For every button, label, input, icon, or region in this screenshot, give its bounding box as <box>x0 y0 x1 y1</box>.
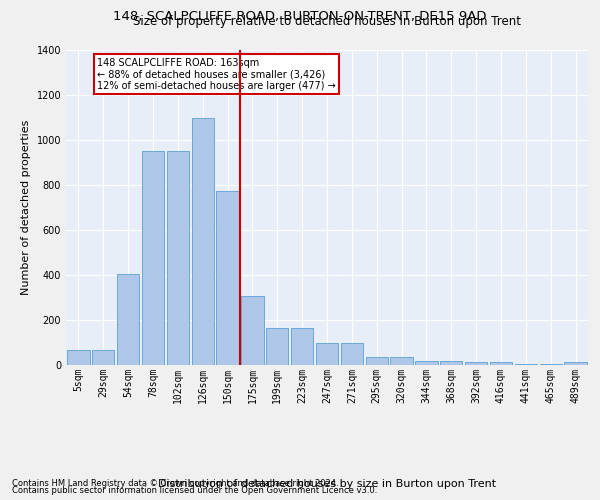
Text: Contains public sector information licensed under the Open Government Licence v3: Contains public sector information licen… <box>12 486 377 495</box>
Y-axis label: Number of detached properties: Number of detached properties <box>21 120 31 295</box>
Text: 148 SCALPCLIFFE ROAD: 163sqm
← 88% of detached houses are smaller (3,426)
12% of: 148 SCALPCLIFFE ROAD: 163sqm ← 88% of de… <box>97 58 336 91</box>
Bar <box>266 328 289 365</box>
Bar <box>241 296 263 365</box>
X-axis label: Distribution of detached houses by size in Burton upon Trent: Distribution of detached houses by size … <box>158 480 496 490</box>
Text: 148, SCALPCLIFFE ROAD, BURTON-ON-TRENT, DE15 9AD: 148, SCALPCLIFFE ROAD, BURTON-ON-TRENT, … <box>113 10 487 23</box>
Bar <box>465 362 487 365</box>
Bar <box>490 362 512 365</box>
Bar <box>191 118 214 365</box>
Bar <box>167 151 189 365</box>
Bar <box>316 342 338 365</box>
Bar <box>291 328 313 365</box>
Bar <box>415 360 437 365</box>
Bar <box>565 362 587 365</box>
Text: Contains HM Land Registry data © Crown copyright and database right 2024.: Contains HM Land Registry data © Crown c… <box>12 478 338 488</box>
Bar <box>142 151 164 365</box>
Bar <box>365 357 388 365</box>
Bar <box>515 364 537 365</box>
Bar <box>539 364 562 365</box>
Title: Size of property relative to detached houses in Burton upon Trent: Size of property relative to detached ho… <box>133 15 521 28</box>
Bar <box>117 274 139 365</box>
Bar <box>217 190 239 365</box>
Bar <box>391 357 413 365</box>
Bar <box>341 342 363 365</box>
Bar <box>92 350 115 365</box>
Bar <box>440 360 463 365</box>
Bar <box>67 350 89 365</box>
